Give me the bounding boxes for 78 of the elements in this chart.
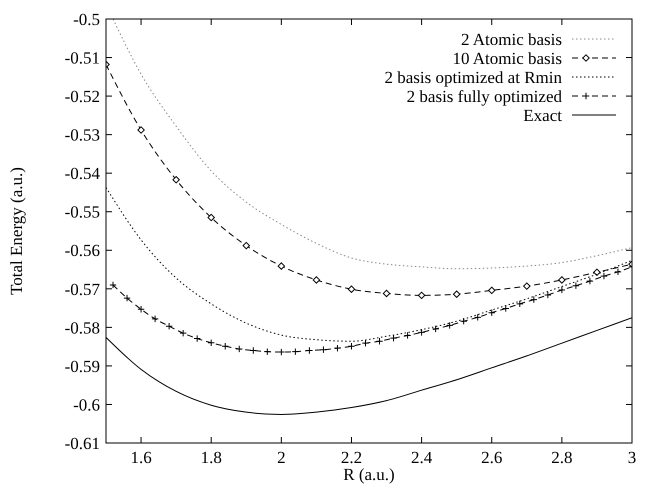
x-tick-label: 2.6 (481, 448, 502, 467)
point (320, 346, 328, 354)
point (264, 348, 272, 356)
point (404, 332, 412, 340)
legend-label: 2 Atomic basis (460, 30, 562, 49)
y-tick-label: -0.57 (64, 280, 100, 299)
x-tick-label: 2.2 (340, 448, 362, 467)
point (418, 292, 426, 300)
point (523, 282, 530, 290)
y-tick-label: -0.53 (64, 126, 100, 145)
point (222, 342, 229, 350)
point (151, 315, 159, 323)
point (362, 339, 370, 347)
point (530, 296, 538, 304)
point (306, 346, 314, 354)
point (474, 314, 482, 322)
line-series (112, 19, 632, 270)
y-tick-label: -0.56 (64, 241, 100, 260)
point (488, 286, 496, 294)
legend-label: Exact (523, 106, 562, 125)
x-tick-label: 1.8 (200, 448, 222, 467)
point (236, 345, 243, 353)
point (292, 348, 300, 356)
point (123, 294, 131, 302)
x-tick-label: 2.4 (410, 448, 433, 467)
point (348, 342, 356, 350)
legend-label: 10 Atomic basis (452, 48, 562, 68)
point (165, 322, 173, 330)
y-tick-label: -0.61 (64, 434, 100, 453)
y-tick-label: -0.6 (73, 395, 100, 414)
x-tick-label: 3 (628, 448, 636, 467)
x-tick-label: 2 (277, 448, 286, 467)
x-tick-label: 2.8 (551, 448, 572, 467)
point (586, 277, 594, 285)
point (278, 262, 286, 270)
y-tick-label: -0.54 (64, 164, 100, 184)
point (179, 329, 187, 337)
point (348, 286, 356, 293)
y-tick-label: -0.5 (73, 10, 100, 29)
y-tick-label: -0.51 (64, 48, 100, 68)
point (137, 126, 145, 134)
point (558, 276, 566, 284)
point (242, 242, 250, 250)
point (460, 317, 468, 325)
point (312, 276, 320, 284)
point (572, 282, 580, 290)
point (137, 306, 145, 313)
point (250, 346, 257, 354)
point (558, 286, 566, 294)
x-tick-label: 1.6 (130, 448, 152, 467)
point (208, 339, 215, 346)
point (502, 304, 510, 312)
y-axis-title: Total Energy (a.u.) (7, 167, 26, 295)
x-axis-title: R (a.u.) (343, 465, 395, 484)
point (382, 290, 390, 298)
point (614, 268, 622, 276)
point (488, 309, 496, 316)
point (390, 334, 398, 342)
point (600, 272, 608, 280)
point (208, 214, 215, 222)
y-tick-label: -0.59 (64, 356, 100, 376)
point (516, 300, 524, 308)
point (432, 325, 440, 333)
point (418, 328, 426, 336)
y-tick-label: -0.55 (64, 202, 100, 222)
point (193, 334, 201, 342)
point (376, 338, 384, 345)
point (446, 322, 454, 330)
point (452, 290, 460, 298)
y-tick-label: -0.58 (64, 318, 100, 338)
point (544, 291, 552, 299)
point (334, 344, 342, 352)
legend-label: 2 basis fully optimized (406, 86, 562, 106)
point (172, 176, 180, 184)
point (109, 281, 117, 289)
point (593, 268, 601, 276)
y-tick-label: -0.52 (64, 87, 100, 106)
legend-label: 2 basis optimized at Rmin (384, 68, 562, 87)
